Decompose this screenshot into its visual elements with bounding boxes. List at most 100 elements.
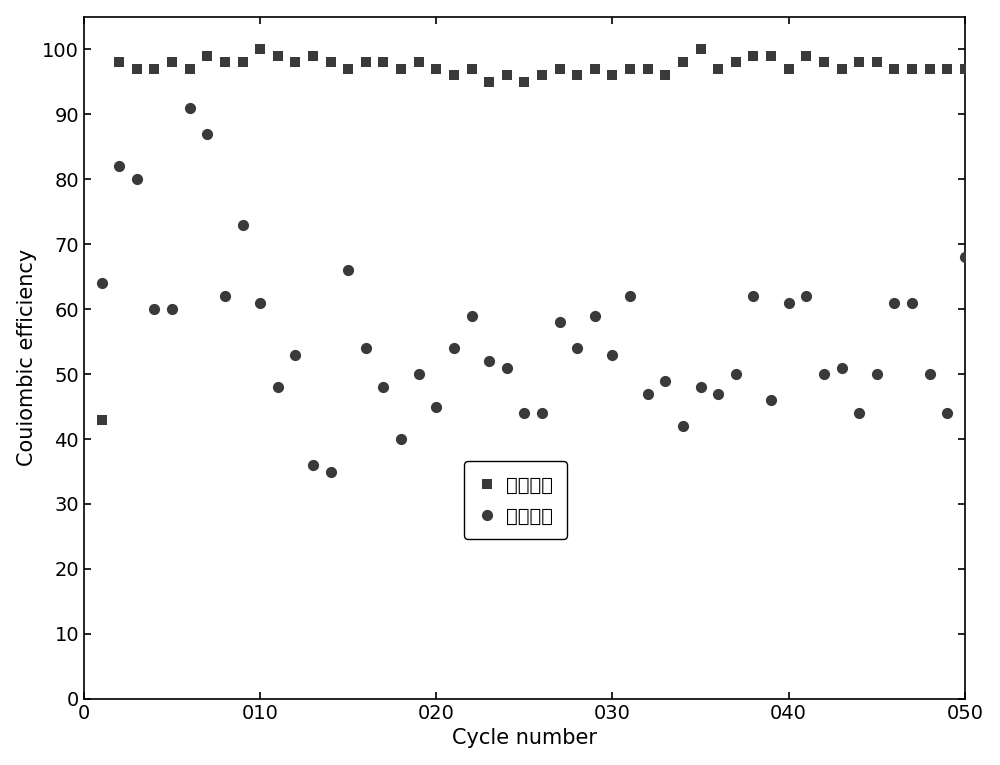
碳汈基底	[323, 56, 339, 68]
碳汈基底	[393, 63, 409, 75]
碳汈基底	[111, 56, 127, 68]
铜箔基底	[252, 297, 268, 309]
铜箔基底	[129, 173, 145, 185]
铜箔基底	[851, 407, 867, 419]
碳汈基底	[939, 63, 955, 75]
铜箔基底	[816, 368, 832, 380]
碳汈基底	[834, 63, 850, 75]
碳汈基底	[869, 56, 885, 68]
碳汈基底	[464, 63, 480, 75]
铜箔基底	[728, 368, 744, 380]
碳汈基底	[957, 63, 973, 75]
铜箔基底	[957, 251, 973, 263]
铜箔基底	[904, 297, 920, 309]
Y-axis label: Couiombic efficiency: Couiombic efficiency	[17, 249, 37, 467]
碳汈基底	[235, 56, 251, 68]
铜箔基底	[481, 355, 497, 367]
碳汈基底	[781, 63, 797, 75]
碳汈基底	[587, 63, 603, 75]
铜箔基底	[358, 342, 374, 354]
铜箔基底	[939, 407, 955, 419]
碳汈基底	[657, 69, 673, 81]
碳汈基底	[816, 56, 832, 68]
碳汈基底	[922, 63, 938, 75]
铜箔基底	[323, 465, 339, 477]
铜箔基底	[428, 400, 444, 412]
碳汈基底	[411, 56, 427, 68]
碳汈基底	[182, 63, 198, 75]
铜箔基底	[464, 309, 480, 321]
碳汈基底	[481, 76, 497, 88]
碳汈基底	[129, 63, 145, 75]
Legend: 碳汈基底, 铜箔基底: 碳汈基底, 铜箔基底	[464, 461, 567, 539]
铜箔基底	[235, 219, 251, 231]
碳汈基底	[287, 56, 303, 68]
碳汈基底	[252, 43, 268, 55]
碳汈基底	[199, 50, 215, 62]
铜箔基底	[393, 433, 409, 445]
碳汈基底	[569, 69, 585, 81]
铜箔基底	[534, 407, 550, 419]
铜箔基底	[411, 368, 427, 380]
铜箔基底	[270, 381, 286, 393]
铜箔基底	[622, 290, 638, 302]
碳汈基底	[851, 56, 867, 68]
碳汈基底	[728, 56, 744, 68]
碳汈基底	[604, 69, 620, 81]
铜箔基底	[94, 277, 110, 289]
碳汈基底	[305, 50, 321, 62]
碳汈基底	[270, 50, 286, 62]
碳汈基底	[217, 56, 233, 68]
碳汈基底	[164, 56, 180, 68]
铜箔基底	[710, 387, 726, 399]
铜箔基底	[340, 264, 356, 276]
铜箔基底	[763, 394, 779, 406]
碳汈基底	[798, 50, 814, 62]
碳汈基底	[552, 63, 568, 75]
铜箔基底	[164, 303, 180, 315]
碳汈基底	[499, 69, 515, 81]
铜箔基底	[834, 361, 850, 373]
铜箔基底	[375, 381, 391, 393]
铜箔基底	[499, 361, 515, 373]
铜箔基底	[886, 297, 902, 309]
铜箔基底	[287, 348, 303, 360]
铜箔基底	[657, 374, 673, 386]
碳汈基底	[886, 63, 902, 75]
碳汈基底	[94, 413, 110, 425]
铜箔基底	[199, 128, 215, 140]
铜箔基底	[604, 348, 620, 360]
碳汈基底	[693, 43, 709, 55]
铜箔基底	[869, 368, 885, 380]
碳汈基底	[745, 50, 761, 62]
碳汈基底	[904, 63, 920, 75]
碳汈基底	[763, 50, 779, 62]
碳汈基底	[710, 63, 726, 75]
铜箔基底	[745, 290, 761, 302]
铜箔基底	[146, 303, 162, 315]
铜箔基底	[217, 290, 233, 302]
碳汈基底	[640, 63, 656, 75]
铜箔基底	[552, 316, 568, 328]
铜箔基底	[587, 309, 603, 321]
碳汈基底	[446, 69, 462, 81]
碳汈基底	[428, 63, 444, 75]
碳汈基底	[146, 63, 162, 75]
铜箔基底	[182, 102, 198, 114]
碳汈基底	[675, 56, 691, 68]
碳汈基底	[375, 56, 391, 68]
铜箔基底	[640, 387, 656, 399]
铜箔基底	[922, 368, 938, 380]
碳汈基底	[534, 69, 550, 81]
碳汈基底	[340, 63, 356, 75]
铜箔基底	[693, 381, 709, 393]
X-axis label: Cycle number: Cycle number	[452, 728, 597, 748]
铜箔基底	[798, 290, 814, 302]
碳汈基底	[622, 63, 638, 75]
铜箔基底	[111, 160, 127, 172]
铜箔基底	[781, 297, 797, 309]
铜箔基底	[675, 420, 691, 432]
铜箔基底	[516, 407, 532, 419]
铜箔基底	[569, 342, 585, 354]
铜箔基底	[305, 459, 321, 471]
